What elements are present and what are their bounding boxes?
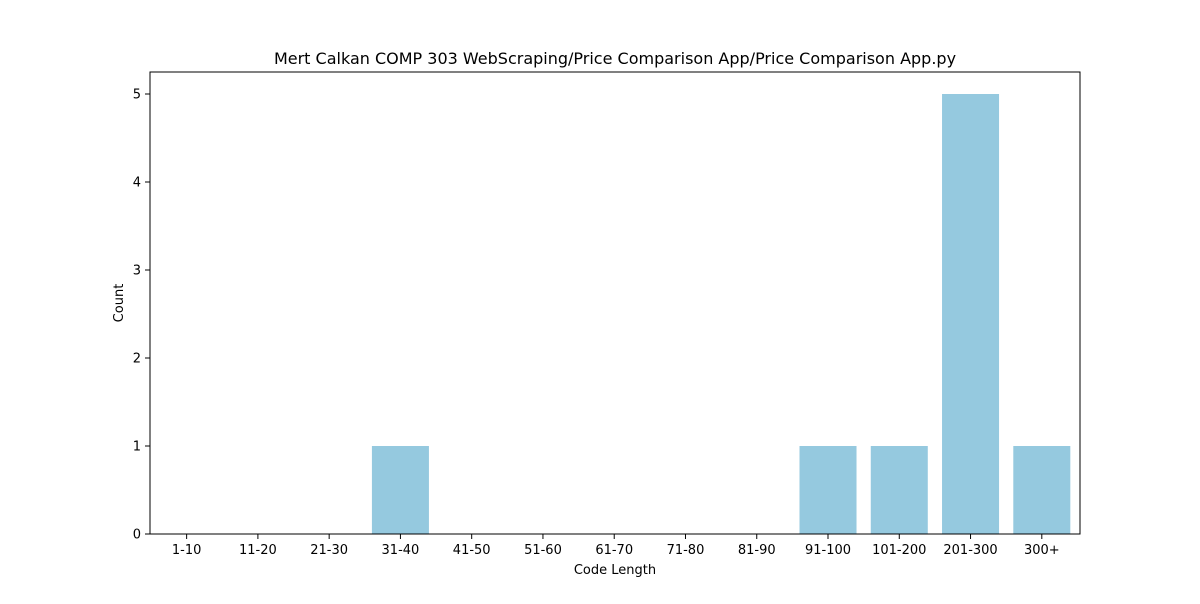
x-tick-label: 81-90 <box>738 543 776 558</box>
x-tick-label: 101-200 <box>872 543 926 558</box>
x-tick-label: 51-60 <box>524 543 562 558</box>
x-tick-label: 31-40 <box>382 543 420 558</box>
y-tick-label: 0 <box>133 528 141 543</box>
x-tick-label: 91-100 <box>805 543 851 558</box>
y-axis: 0 1 2 3 4 5 <box>133 88 150 543</box>
y-tick-label: 4 <box>133 176 141 191</box>
bar-31-40 <box>371 446 429 534</box>
x-tick-label: 41-50 <box>453 543 491 558</box>
x-axis: 1-10 11-20 21-30 31-40 41-50 51-60 61-70 71-80 8… <box>172 534 1060 558</box>
y-tick-label: 2 <box>133 352 141 367</box>
y-axis-label: Count <box>112 284 127 323</box>
x-tick-label: 300+ <box>1024 543 1060 558</box>
chart-title: Mert Calkan COMP 303 WebScraping/Price C… <box>274 49 956 68</box>
bar-201-300 <box>942 94 1000 534</box>
x-tick-label: 201-300 <box>943 543 997 558</box>
x-tick-label: 61-70 <box>595 543 633 558</box>
bar-101-200 <box>870 446 928 534</box>
bar-300+ <box>1013 446 1071 534</box>
x-axis-label: Code Length <box>574 563 656 578</box>
bar-91-100 <box>799 446 857 534</box>
bars-layer <box>371 94 1071 534</box>
y-tick-label: 1 <box>133 440 141 455</box>
x-tick-label: 1-10 <box>172 543 202 558</box>
x-tick-label: 11-20 <box>239 543 277 558</box>
plot-frame <box>149 71 1081 535</box>
y-tick-label: 5 <box>133 88 141 103</box>
y-tick-label: 3 <box>133 264 141 279</box>
x-tick-label: 21-30 <box>310 543 348 558</box>
x-tick-label: 71-80 <box>667 543 705 558</box>
